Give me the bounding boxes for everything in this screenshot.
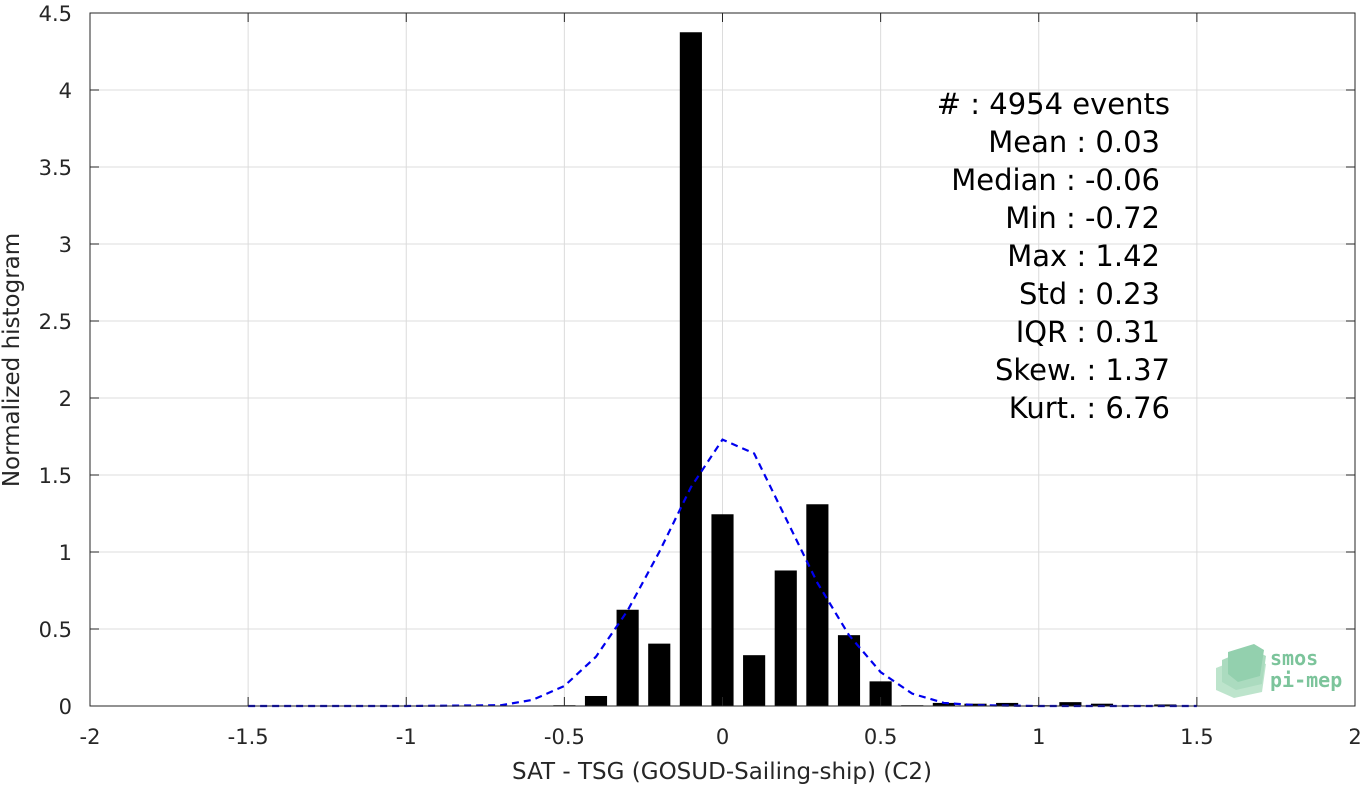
logo-text-smos: smos xyxy=(1270,646,1318,670)
fit-curve xyxy=(248,438,1197,708)
y-tick-label: 1.5 xyxy=(39,464,72,488)
y-tick-label: 4.5 xyxy=(39,2,72,26)
histogram-bar xyxy=(996,702,1019,706)
histogram-bar xyxy=(774,570,797,706)
y-tick-label: 2.5 xyxy=(39,310,72,334)
x-tick-label: 2 xyxy=(1348,725,1361,749)
axes-box xyxy=(89,12,1356,707)
x-tick-label: -2 xyxy=(80,725,101,749)
x-axis-label: SAT - TSG (GOSUD-Sailing-ship) (C2) xyxy=(512,759,932,785)
y-axis-label: Normalized histogram xyxy=(0,233,25,487)
histogram-bar xyxy=(1090,703,1114,706)
smos-pi-mep-logo: smos pi-mep xyxy=(1216,644,1342,698)
histogram-bar xyxy=(616,609,639,706)
y-tick-labels: 0 0.5 1 1.5 2 2.5 3 3.5 4 4.5 xyxy=(39,2,72,719)
histogram-bar xyxy=(648,643,671,706)
logo-emblem-icon xyxy=(1216,644,1266,698)
stat-min: Min : -0.72 xyxy=(1005,201,1160,235)
stat-kurtosis: Kurt. : 6.76 xyxy=(1009,391,1170,425)
histogram-bar xyxy=(711,514,734,706)
stat-events: # : 4954 events xyxy=(937,87,1170,121)
histogram-bar xyxy=(837,635,861,706)
x-tick-labels: -2 -1.5 -1 -0.5 0 0.5 1 1.5 2 xyxy=(80,725,1362,749)
histogram-bar xyxy=(932,702,955,706)
stat-median: Median : -0.06 xyxy=(951,163,1160,197)
stat-skewness: Skew. : 1.37 xyxy=(995,353,1170,387)
stat-mean: Mean : 0.03 xyxy=(988,125,1160,159)
x-tick-label: -1 xyxy=(396,725,417,749)
histogram-bar xyxy=(869,681,892,706)
histogram-bar xyxy=(743,655,766,706)
histogram-bars xyxy=(553,32,1177,706)
y-tick-label: 1 xyxy=(59,541,72,565)
y-tick-label: 2 xyxy=(59,387,72,411)
x-tick-label: 1 xyxy=(1032,725,1045,749)
histogram-bar xyxy=(1154,704,1177,706)
grid-lines xyxy=(89,12,1356,707)
x-tick-label: -0.5 xyxy=(544,725,585,749)
statistics-box: # : 4954 events Mean : 0.03 Median : -0.… xyxy=(937,87,1170,425)
x-tick-label: 1.5 xyxy=(1180,725,1213,749)
histogram-bar xyxy=(584,695,608,706)
y-tick-label: 3 xyxy=(59,233,72,257)
y-tick-label: 0 xyxy=(59,695,72,719)
y-tick-label: 4 xyxy=(59,79,72,103)
y-tick-label: 0.5 xyxy=(39,618,72,642)
histogram-bar xyxy=(964,703,987,706)
histogram-bar xyxy=(806,504,829,706)
y-tick-label: 3.5 xyxy=(39,156,72,180)
x-tick-label: 0 xyxy=(716,725,729,749)
logo-text-pi-mep: pi-mep xyxy=(1270,668,1342,692)
x-tick-label: 0.5 xyxy=(864,725,897,749)
stat-iqr: IQR : 0.31 xyxy=(1016,315,1160,349)
x-tick-label: -1.5 xyxy=(228,725,269,749)
stat-max: Max : 1.42 xyxy=(1007,239,1160,273)
stat-std: Std : 0.23 xyxy=(1019,277,1160,311)
histogram-bar xyxy=(679,32,702,706)
histogram-bar xyxy=(1059,702,1082,706)
